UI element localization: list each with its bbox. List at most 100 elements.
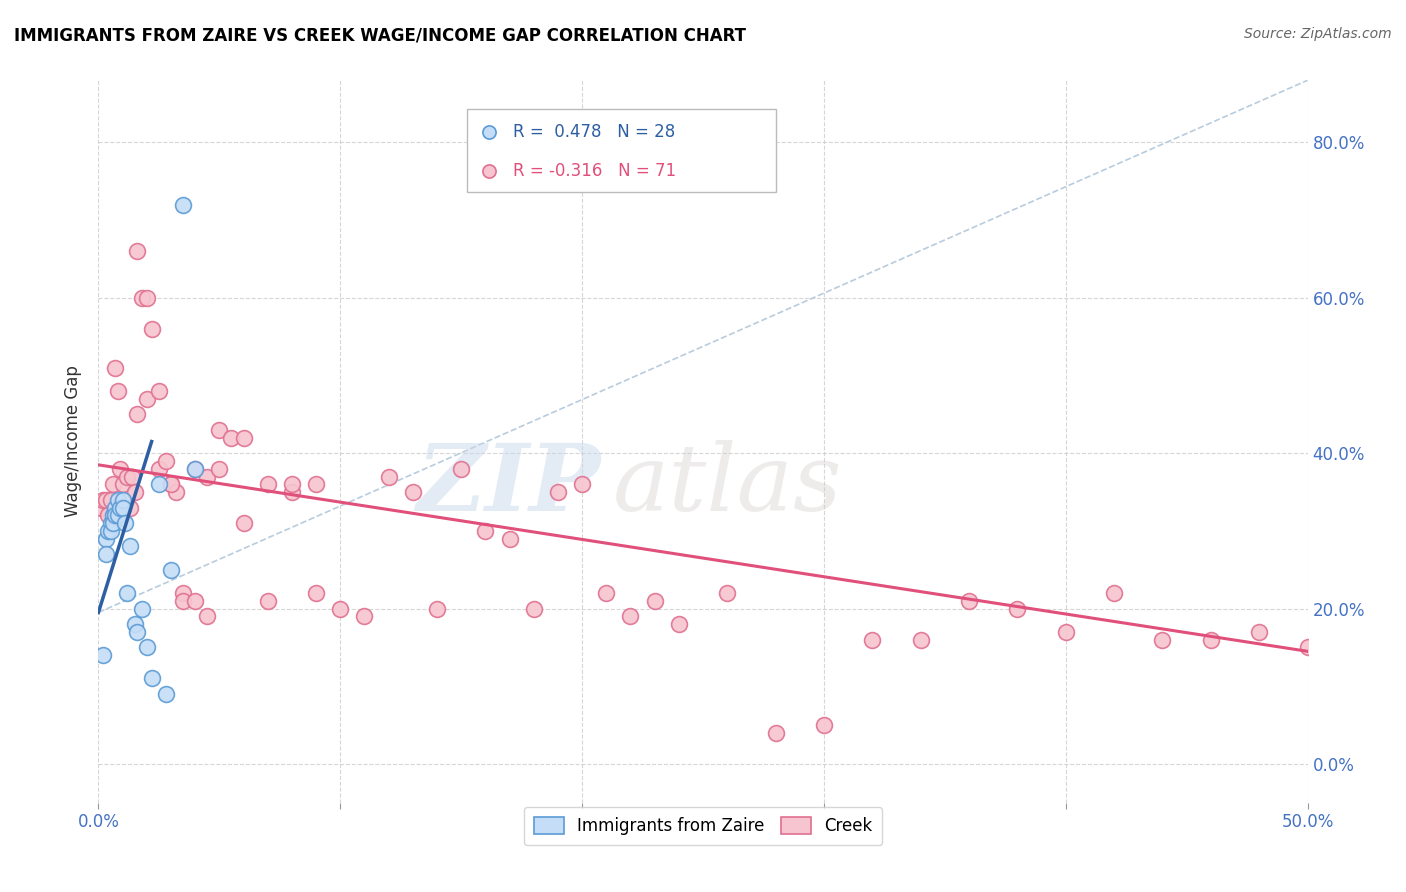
- Point: [100, 492, 122, 507]
- Point: [184, 594, 207, 608]
- Point: [957, 594, 980, 608]
- Point: [90, 500, 112, 515]
- Point: [1007, 601, 1029, 615]
- Point: [148, 384, 170, 398]
- Point: [172, 586, 194, 600]
- Point: [118, 500, 141, 515]
- Text: atlas: atlas: [613, 440, 842, 530]
- Point: [402, 485, 425, 500]
- Point: [256, 477, 278, 491]
- Point: [910, 632, 932, 647]
- Point: [305, 477, 328, 491]
- Point: [108, 500, 131, 515]
- Point: [100, 516, 122, 530]
- Point: [111, 492, 134, 507]
- Point: [104, 360, 127, 375]
- Point: [281, 485, 304, 500]
- Point: [232, 431, 254, 445]
- Point: [716, 586, 738, 600]
- Point: [221, 431, 243, 445]
- Text: Source: ZipAtlas.com: Source: ZipAtlas.com: [1244, 27, 1392, 41]
- Point: [117, 586, 139, 600]
- Point: [281, 477, 304, 491]
- Point: [121, 469, 143, 483]
- FancyBboxPatch shape: [467, 109, 776, 193]
- Point: [104, 508, 127, 523]
- Point: [1102, 586, 1125, 600]
- Point: [101, 477, 124, 491]
- Point: [184, 461, 207, 475]
- Point: [141, 672, 163, 686]
- Point: [869, 36, 891, 50]
- Point: [860, 632, 883, 647]
- Point: [498, 532, 520, 546]
- Point: [127, 408, 149, 422]
- Point: [97, 524, 120, 538]
- Point: [1152, 632, 1174, 647]
- Point: [1249, 624, 1271, 639]
- Point: [101, 516, 124, 530]
- Point: [131, 291, 153, 305]
- Point: [94, 492, 117, 507]
- Point: [1296, 640, 1319, 655]
- Point: [104, 500, 127, 515]
- Point: [165, 485, 187, 500]
- Point: [172, 197, 194, 211]
- Text: ZIP: ZIP: [416, 440, 600, 530]
- Point: [305, 586, 328, 600]
- Point: [148, 477, 170, 491]
- Point: [94, 547, 117, 561]
- Point: [111, 477, 134, 491]
- Point: [108, 461, 131, 475]
- Point: [111, 500, 134, 515]
- Point: [155, 454, 177, 468]
- Point: [148, 461, 170, 475]
- Point: [256, 594, 278, 608]
- Point: [523, 601, 546, 615]
- Point: [155, 687, 177, 701]
- Point: [208, 461, 231, 475]
- Point: [131, 601, 153, 615]
- Point: [644, 594, 666, 608]
- Point: [118, 540, 141, 554]
- Point: [184, 461, 207, 475]
- Point: [124, 617, 146, 632]
- Point: [135, 640, 157, 655]
- Point: [135, 291, 157, 305]
- Point: [160, 477, 183, 491]
- Point: [1054, 624, 1077, 639]
- Point: [91, 492, 114, 507]
- Legend: Immigrants from Zaire, Creek: Immigrants from Zaire, Creek: [523, 807, 883, 845]
- Point: [668, 617, 690, 632]
- Point: [474, 524, 496, 538]
- Text: IMMIGRANTS FROM ZAIRE VS CREEK WAGE/INCOME GAP CORRELATION CHART: IMMIGRANTS FROM ZAIRE VS CREEK WAGE/INCO…: [14, 27, 747, 45]
- Point: [97, 508, 120, 523]
- Point: [208, 423, 231, 437]
- Point: [94, 532, 117, 546]
- Point: [571, 477, 593, 491]
- Point: [547, 485, 569, 500]
- Text: R =  0.478   N = 28: R = 0.478 N = 28: [513, 123, 675, 141]
- Point: [160, 477, 183, 491]
- Point: [765, 726, 787, 740]
- Point: [100, 524, 122, 538]
- Point: [869, 77, 891, 91]
- Point: [107, 508, 129, 523]
- Point: [160, 563, 183, 577]
- Point: [426, 601, 449, 615]
- Point: [595, 586, 617, 600]
- Y-axis label: Wage/Income Gap: Wage/Income Gap: [65, 366, 83, 517]
- Text: R = -0.316   N = 71: R = -0.316 N = 71: [513, 161, 676, 179]
- Point: [91, 648, 114, 663]
- Point: [377, 469, 399, 483]
- Point: [329, 601, 352, 615]
- Point: [232, 516, 254, 530]
- Point: [195, 469, 218, 483]
- Point: [107, 384, 129, 398]
- Point: [195, 609, 218, 624]
- Point: [813, 718, 835, 732]
- Point: [135, 392, 157, 406]
- Point: [127, 244, 149, 259]
- Point: [127, 624, 149, 639]
- Point: [101, 508, 124, 523]
